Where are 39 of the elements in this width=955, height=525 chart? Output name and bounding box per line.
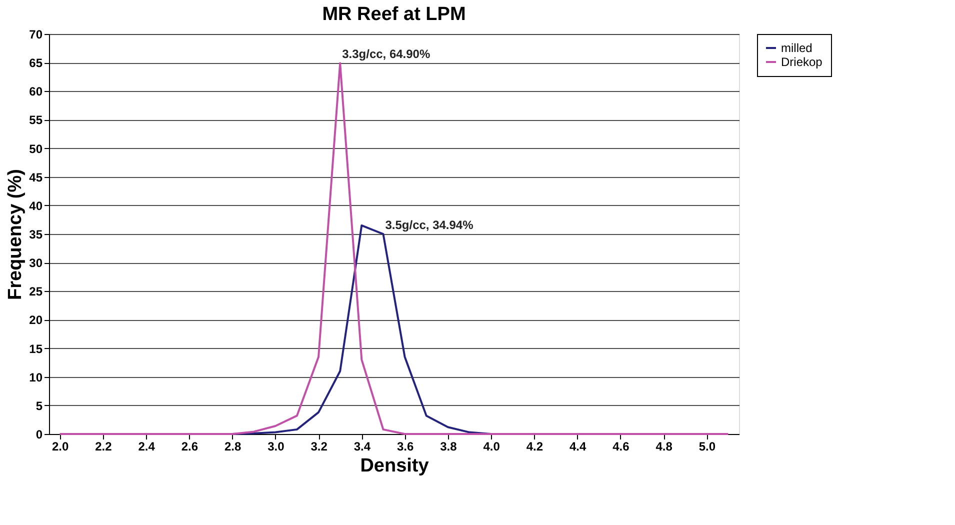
x-tick-label: 4.8 — [656, 440, 673, 454]
x-tick-label: 3.8 — [440, 440, 458, 454]
y-axis-title: Frequency (%) — [5, 169, 26, 300]
y-tick-label: 55 — [29, 113, 43, 128]
x-tick-label: 2.8 — [224, 440, 242, 454]
x-tick-label: 3.6 — [396, 440, 414, 454]
x-tick-label: 3.4 — [354, 440, 371, 454]
line-series — [58, 62, 730, 435]
y-tick-label: 65 — [29, 56, 43, 70]
x-tick-label: 3.0 — [268, 440, 285, 454]
y-tick-label: 45 — [29, 170, 43, 184]
annotation: 3.5g/cc, 34.94% — [385, 218, 474, 232]
y-tick-label: 0 — [36, 428, 43, 442]
annotation: 3.3g/cc, 64.90% — [342, 47, 430, 62]
x-tick-label: 2.6 — [181, 440, 198, 454]
x-tick-label: 4.0 — [483, 440, 500, 454]
x-tick-label: 4.4 — [569, 440, 586, 454]
y-tick-label: 10 — [29, 370, 43, 384]
x-tick-label: 4.6 — [612, 440, 630, 454]
y-tick-label: 35 — [29, 228, 43, 242]
x-tick-label: 3.2 — [310, 440, 328, 454]
chart-title: MR Reef at LPM — [322, 4, 466, 25]
x-tick-label: 2.0 — [52, 440, 69, 454]
y-tick-label: 5 — [36, 398, 43, 413]
x-axis-title: Density — [360, 456, 430, 476]
x-tick-label: 5.0 — [698, 440, 716, 454]
y-tick-label: 70 — [29, 28, 43, 42]
y-tick-label: 15 — [29, 342, 43, 356]
legend-label: Driekop — [781, 55, 823, 69]
y-tick-label: 25 — [29, 284, 43, 299]
x-tick-label: 2.2 — [95, 440, 112, 454]
legend-label: milled — [781, 41, 812, 55]
x-tick-label: 4.2 — [526, 440, 544, 454]
y-tick-label: 60 — [29, 84, 43, 99]
y-tick-label: 40 — [29, 198, 43, 213]
y-tick-label: 20 — [29, 313, 43, 328]
x-tick-label: 2.4 — [138, 440, 156, 454]
y-tick-label: 50 — [29, 142, 43, 156]
y-tick-label: 30 — [29, 256, 43, 270]
